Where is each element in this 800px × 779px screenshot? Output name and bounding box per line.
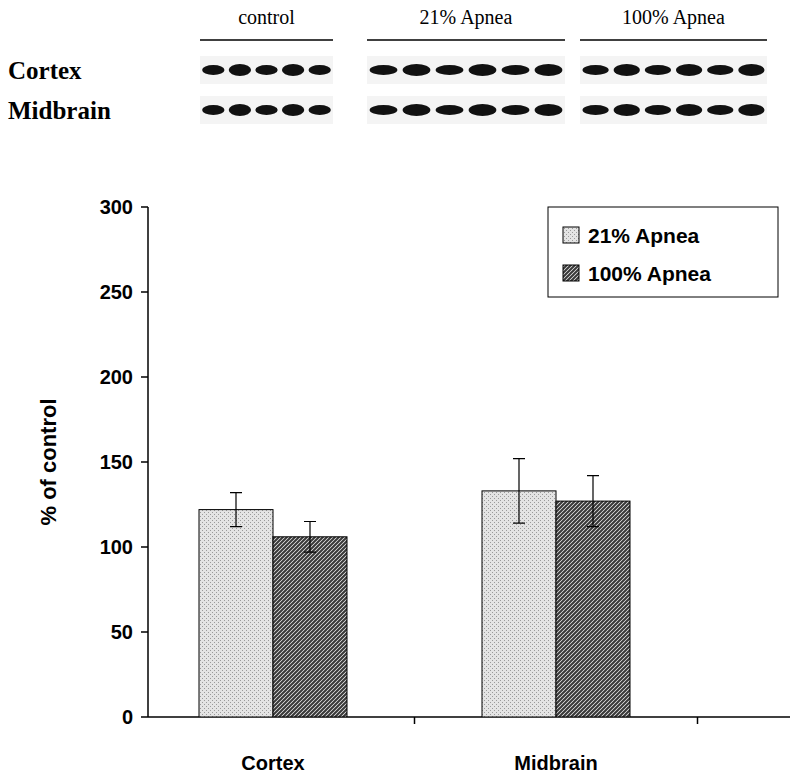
blot-band: [370, 105, 398, 115]
blot-group-line: [367, 39, 565, 41]
blot-band: [309, 105, 331, 115]
bar: [482, 491, 556, 717]
legend-swatch: [563, 265, 579, 281]
blot-band: [229, 64, 251, 76]
blot-strip: [580, 56, 767, 84]
y-tick: [141, 376, 148, 378]
chart: control 21% Apnea 100% Apnea Cortex Midbrain…: [0, 0, 800, 779]
error-bar: [587, 476, 599, 527]
x-tick-label: Cortex: [241, 752, 304, 774]
blot-band: [676, 64, 702, 76]
error-bar: [304, 522, 316, 553]
y-tick-label: 300: [100, 196, 133, 218]
y-tick: [141, 206, 148, 208]
blot-group-line: [200, 39, 333, 41]
legend-swatch: [563, 227, 579, 243]
y-tick: [141, 546, 148, 548]
blot-group-label: 100% Apnea: [622, 6, 725, 29]
blot-strip: [367, 96, 565, 124]
y-tick: [141, 716, 148, 718]
blot-group-label: control: [238, 6, 295, 28]
blot-group-label: 21% Apnea: [420, 6, 513, 29]
blot-row-label: Midbrain: [8, 97, 111, 124]
legend-box: [548, 207, 778, 297]
blot-group-line: [580, 39, 767, 41]
bars: [199, 459, 630, 717]
blot-band: [202, 105, 224, 115]
legend-label: 21% Apnea: [588, 224, 700, 247]
blot-band: [202, 65, 224, 75]
error-bar: [513, 459, 525, 524]
blot-band: [707, 105, 733, 115]
blot-band: [403, 104, 431, 116]
blot-band: [469, 104, 497, 116]
blot-strip: [200, 96, 333, 124]
blot-band: [645, 65, 671, 75]
y-tick-label: 0: [122, 706, 133, 728]
blot-band: [707, 65, 733, 75]
y-tick: [141, 461, 148, 463]
blot-band: [469, 64, 497, 76]
bar: [199, 510, 273, 717]
blot-band: [436, 105, 464, 115]
blot-band: [582, 65, 608, 75]
blot-band: [645, 105, 671, 115]
blot-band: [738, 64, 764, 76]
blot-band: [282, 64, 304, 76]
y-axis-title: % of control: [36, 398, 61, 525]
x-separator: [697, 717, 699, 724]
blot-row-label: Cortex: [8, 57, 82, 84]
y-tick: [141, 291, 148, 293]
blot-band: [738, 104, 764, 116]
blot-band: [614, 104, 640, 116]
blot-band: [255, 65, 277, 75]
blot-band: [582, 105, 608, 115]
x-tick-label: Midbrain: [514, 752, 597, 774]
blot-strip: [367, 56, 565, 84]
x-separator: [414, 717, 416, 724]
blot-band: [229, 104, 251, 116]
y-tick-label: 250: [100, 281, 133, 303]
blot-band: [282, 104, 304, 116]
blot-band: [614, 64, 640, 76]
blot-band: [502, 105, 530, 115]
bar: [556, 501, 630, 717]
blot-band: [676, 104, 702, 116]
blot-strip: [580, 96, 767, 124]
y-tick-label: 150: [100, 451, 133, 473]
y-tick-label: 200: [100, 366, 133, 388]
bar: [273, 537, 347, 717]
blot-band: [502, 65, 530, 75]
blot-band: [309, 65, 331, 75]
y-tick-label: 50: [111, 621, 133, 643]
y-tick-label: 100: [100, 536, 133, 558]
legend-label: 100% Apnea: [588, 262, 711, 285]
blot-band: [535, 64, 563, 76]
blot-band: [370, 65, 398, 75]
blot-strip: [200, 56, 333, 84]
blot-band: [535, 104, 563, 116]
blot-band: [255, 105, 277, 115]
blot-band: [436, 65, 464, 75]
y-tick: [141, 631, 148, 633]
error-bar: [230, 493, 242, 527]
blot-band: [403, 64, 431, 76]
